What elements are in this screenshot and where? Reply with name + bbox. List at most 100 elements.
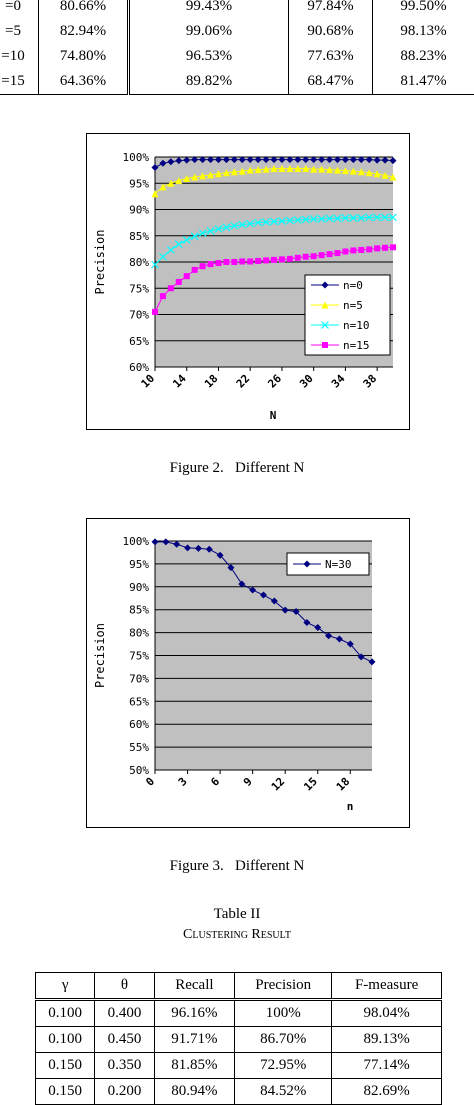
marker xyxy=(167,285,174,292)
marker xyxy=(238,156,246,164)
y-tick-label: 70% xyxy=(129,672,149,685)
marker xyxy=(281,606,289,614)
marker xyxy=(151,538,159,546)
marker xyxy=(239,258,246,265)
y-tick-label: 90% xyxy=(129,204,149,217)
marker xyxy=(321,321,329,329)
y-tick-label: 100% xyxy=(123,151,150,164)
marker xyxy=(162,538,170,546)
marker xyxy=(206,227,215,235)
legend-label: n=0 xyxy=(343,279,363,292)
marker xyxy=(199,156,207,164)
y-tick-label: 100% xyxy=(123,535,150,548)
marker xyxy=(318,156,326,164)
table-cell: 77.63% xyxy=(288,44,373,69)
results-table: =0 80.66% 99.43% 97.84% 99.50% =5 82.94% 99.06%… xyxy=(0,0,474,95)
marker xyxy=(159,293,166,300)
marker xyxy=(381,171,389,179)
marker xyxy=(365,213,374,222)
table-cell: Precision xyxy=(234,972,333,1001)
marker xyxy=(230,168,238,176)
marker xyxy=(302,165,310,173)
table-cell: 86.70% xyxy=(234,1026,333,1053)
table-cell: 0.350 xyxy=(94,1052,155,1079)
legend-box xyxy=(304,274,391,356)
marker xyxy=(374,245,381,252)
table-cell: 88.23% xyxy=(372,44,474,69)
marker xyxy=(357,156,365,164)
marker xyxy=(191,173,199,181)
marker xyxy=(294,156,302,164)
y-tick-label: 55% xyxy=(129,741,149,754)
table-cell: γ xyxy=(34,972,96,1001)
marker xyxy=(246,166,254,174)
marker xyxy=(191,156,199,164)
marker xyxy=(309,215,318,223)
table-cell: =5 xyxy=(5,23,21,39)
marker xyxy=(214,225,223,233)
marker xyxy=(216,551,224,559)
marker xyxy=(182,236,191,244)
marker xyxy=(286,255,293,262)
marker xyxy=(286,165,294,173)
marker xyxy=(382,244,389,251)
marker xyxy=(365,156,373,164)
marker xyxy=(254,218,263,227)
table-cell: F-measure xyxy=(331,972,442,1001)
marker xyxy=(175,157,183,165)
table-row: =0 80.66% 99.43% 97.84% 99.50% xyxy=(0,0,474,19)
table-row: 0.100 0.400 96.16% 100% 98.04% xyxy=(34,999,442,1027)
marker xyxy=(302,253,309,260)
table-cell: 96.53% xyxy=(127,44,289,69)
marker xyxy=(222,223,231,232)
marker xyxy=(350,247,357,254)
table-cell: 77.14% xyxy=(331,1052,442,1079)
marker xyxy=(278,156,286,164)
marker xyxy=(270,597,278,605)
y-tick-label: 85% xyxy=(129,604,149,617)
marker xyxy=(151,164,159,171)
table-cell: 82.94% xyxy=(38,19,129,44)
marker xyxy=(335,635,343,643)
table-cell: Recall xyxy=(153,972,236,1001)
table-cell: 0.150 xyxy=(34,1052,96,1079)
marker xyxy=(173,540,181,548)
marker xyxy=(349,213,358,222)
y-tick-label: 80% xyxy=(129,627,149,640)
marker xyxy=(270,156,278,164)
marker xyxy=(191,266,198,273)
table-cell: 97.84% xyxy=(288,0,373,19)
marker xyxy=(357,653,365,661)
marker xyxy=(389,213,397,222)
marker xyxy=(159,183,167,191)
marker xyxy=(373,213,382,222)
marker xyxy=(249,586,257,594)
table-cell: 89.82% xyxy=(127,69,289,95)
table-row: 0.100 0.450 91.71% 86.70% 89.13% xyxy=(34,1026,442,1053)
marker xyxy=(207,156,215,164)
marker xyxy=(321,301,329,309)
marker xyxy=(255,257,262,264)
marker xyxy=(271,256,277,263)
marker xyxy=(349,167,357,175)
table-cell: 80.94% xyxy=(153,1078,236,1105)
y-axis-label: Precision xyxy=(93,623,107,688)
marker xyxy=(199,172,207,180)
table-title: Table II xyxy=(213,906,261,922)
marker xyxy=(292,608,300,616)
marker xyxy=(260,591,267,599)
chart: 50%55%60%65%70%75%80%85%90%95%100%0 3 6 9 12… xyxy=(86,518,410,828)
marker xyxy=(270,217,278,226)
marker xyxy=(167,179,175,187)
marker xyxy=(302,156,310,164)
legend-label: n=5 xyxy=(343,299,363,312)
marker xyxy=(151,190,159,198)
marker xyxy=(238,167,246,175)
marker xyxy=(310,156,318,164)
table-cell: 0.200 xyxy=(94,1078,155,1105)
marker xyxy=(214,156,222,164)
marker xyxy=(349,156,357,164)
table-cell: 90.68% xyxy=(288,19,373,44)
table-cell: 81.47% xyxy=(372,69,474,95)
